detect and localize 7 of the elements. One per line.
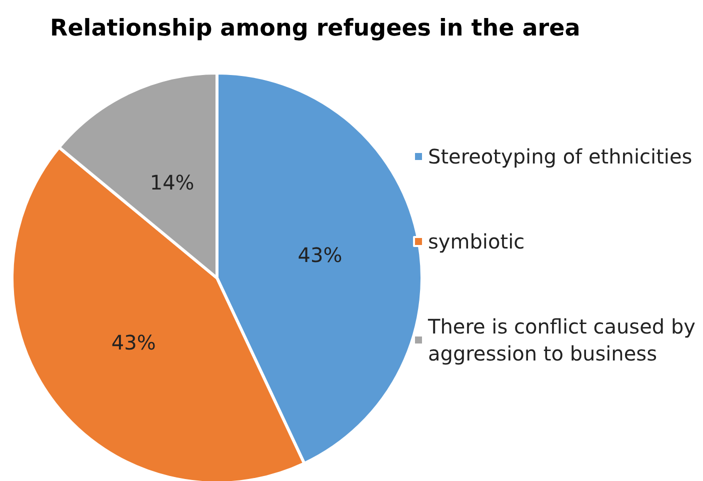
legend-label: Stereotyping of ethnicities bbox=[428, 144, 692, 168]
data-label: 43% bbox=[298, 242, 342, 267]
chart-title: Relationship among refugees in the area bbox=[50, 16, 580, 42]
data-label: 14% bbox=[150, 170, 194, 195]
legend-label: symbiotic bbox=[428, 230, 525, 254]
data-label: 43% bbox=[111, 330, 156, 355]
legend-label: There is conflict caused by aggression to business bbox=[427, 314, 702, 366]
